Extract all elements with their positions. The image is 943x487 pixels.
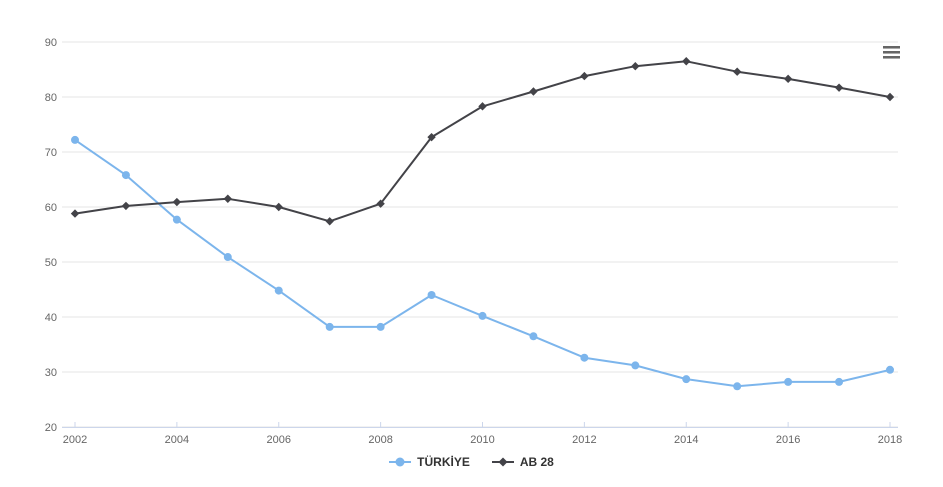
turkiye-data-point-2015[interactable]	[733, 382, 742, 391]
ab28-data-point-2011[interactable]	[529, 87, 538, 96]
ab28-data-point-2006[interactable]	[274, 202, 283, 212]
turkiye-data-point-2013[interactable]	[631, 361, 640, 370]
ab28-data-point-2009[interactable]	[427, 132, 436, 142]
turkiye-data-point-2016[interactable]	[784, 377, 793, 386]
turkiye-data-point-2004[interactable]	[172, 215, 181, 224]
ab28-data-point-2010[interactable]	[478, 102, 487, 111]
turkiye-data-point-2009[interactable]	[427, 291, 436, 299]
x-axis-tick-label: 2006	[267, 434, 291, 446]
ab28-data-point-2014[interactable]	[682, 57, 691, 66]
turkiye-legend-marker-icon	[389, 457, 412, 467]
legend-item-turkiye[interactable]: TÜRKİYE	[389, 455, 470, 469]
x-axis-tick-label: 2012	[572, 434, 596, 446]
ab28-data-point-2013[interactable]	[631, 62, 640, 71]
x-axis-tick-label: 2004	[165, 434, 189, 446]
chart-svg: 20 30 40 50 60 70 80 90 2002 2004 2006 2008 2010 2012…	[45, 37, 902, 446]
ab28-data-point-2015[interactable]	[732, 67, 742, 76]
legend-label-ab28: AB 28	[519, 455, 554, 469]
ab28-data-point-2005[interactable]	[223, 194, 233, 203]
turkiye-data-point-2005[interactable]	[223, 253, 232, 262]
x-axis-tick-label: 2018	[878, 434, 902, 446]
ab28-data-point-2007[interactable]	[325, 217, 334, 226]
ab28-data-point-2016[interactable]	[783, 74, 793, 84]
ab28-data-point-2002[interactable]	[70, 209, 80, 218]
legend-item-ab28[interactable]: AB 28	[491, 455, 554, 469]
chart-context-menu-button[interactable]	[880, 41, 904, 63]
ab28-data-point-2008[interactable]	[376, 199, 385, 208]
x-axis-tick-label: 2002	[63, 434, 87, 446]
legend-label-turkiye: TÜRKİYE	[417, 455, 470, 469]
y-axis-tick-label: 60	[45, 202, 57, 214]
turkiye-data-point-2006[interactable]	[274, 286, 283, 295]
turkiye-series-line	[74, 138, 891, 388]
hamburger-menu-icon	[883, 55, 900, 59]
y-axis-tick-label: 40	[45, 312, 57, 324]
ab28-data-point-2004[interactable]	[172, 197, 182, 207]
ab28-legend-marker-icon	[491, 457, 514, 467]
hamburger-menu-icon	[883, 45, 900, 49]
y-axis-tick-label: 70	[45, 147, 57, 159]
turkiye-data-point-2003[interactable]	[121, 171, 130, 180]
turkiye-data-point-2017[interactable]	[835, 377, 844, 386]
turkiye-data-point-2012[interactable]	[580, 353, 589, 362]
turkiye-data-point-2018[interactable]	[886, 365, 894, 374]
ab28-data-point-2012[interactable]	[580, 71, 589, 81]
turkiye-data-point-2011[interactable]	[529, 332, 538, 341]
y-axis-tick-label: 20	[45, 422, 57, 434]
y-axis-tick-label: 50	[45, 257, 57, 269]
y-axis-tick-label: 30	[45, 367, 57, 379]
ab28-series-line	[74, 60, 891, 223]
turkiye-data-point-2007[interactable]	[325, 322, 334, 331]
hamburger-menu-icon	[883, 50, 900, 54]
x-axis-tick-label: 2016	[776, 434, 800, 446]
turkiye-data-point-2008[interactable]	[376, 322, 385, 331]
ab28-data-point-2017[interactable]	[834, 83, 844, 92]
y-axis-tick-label: 90	[45, 37, 57, 49]
ab28-data-point-2003[interactable]	[121, 201, 131, 211]
chart-legend: TÜRKİYE AB 28	[0, 455, 943, 469]
x-axis-tick-label: 2014	[674, 434, 698, 446]
y-axis-tick-label: 80	[45, 92, 57, 104]
turkiye-data-point-2002[interactable]	[71, 135, 79, 144]
turkiye-data-point-2014[interactable]	[682, 375, 691, 384]
x-axis-tick-label: 2010	[470, 434, 494, 446]
turkiye-data-point-2010[interactable]	[478, 311, 487, 320]
ab28-data-point-2018[interactable]	[885, 92, 895, 102]
x-axis-tick-label: 2008	[368, 434, 392, 446]
